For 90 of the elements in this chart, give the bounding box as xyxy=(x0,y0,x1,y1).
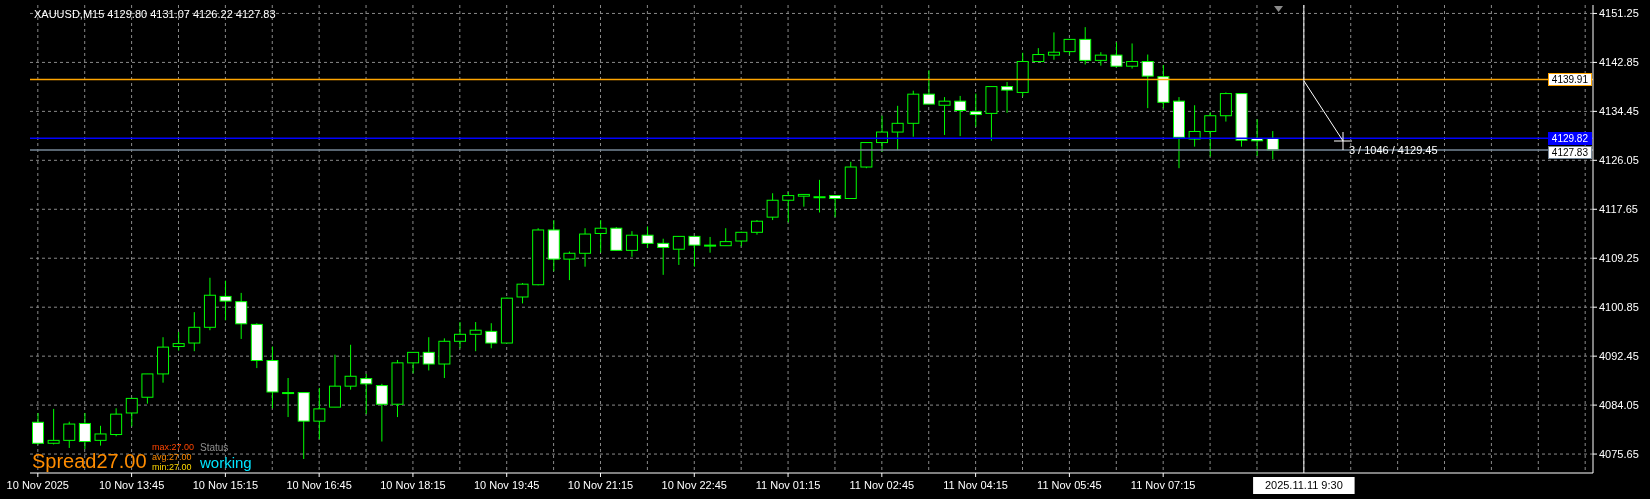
candlestick xyxy=(813,179,826,213)
y-tick-label: 4109.25 xyxy=(1599,252,1639,265)
candlestick xyxy=(672,235,685,266)
x-tick-label: 11 Nov 02:45 xyxy=(849,479,915,491)
candlestick xyxy=(1001,81,1014,114)
candlestick xyxy=(1110,41,1123,68)
candlestick xyxy=(516,282,529,304)
candlestick xyxy=(1126,42,1139,70)
candlestick xyxy=(829,195,842,218)
x-tick-label: 11 Nov 04:15 xyxy=(943,479,1008,491)
candlestick xyxy=(1141,54,1154,109)
candlestick xyxy=(579,227,592,268)
ref-line-label: 4127.83 xyxy=(1547,145,1592,159)
candlestick xyxy=(938,96,951,136)
annotation: 3 / 1046 / 4129.45 xyxy=(1348,143,1438,157)
candlestick xyxy=(469,321,482,352)
candlestick xyxy=(235,292,248,340)
candlestick xyxy=(782,191,795,223)
y-tick-label: 4100.85 xyxy=(1599,301,1639,314)
annotation: Status xyxy=(200,442,229,454)
candlestick xyxy=(47,408,60,445)
candlestick xyxy=(891,105,904,151)
candlestick xyxy=(954,95,967,137)
candlestick xyxy=(1079,26,1092,65)
candlestick xyxy=(1219,91,1232,123)
candlestick xyxy=(110,407,123,437)
ref-line-label: 4139.91 xyxy=(1547,73,1592,87)
candlestick xyxy=(454,321,467,349)
candlestick xyxy=(141,373,154,405)
candlestick xyxy=(282,377,295,418)
candlestick xyxy=(641,225,654,249)
x-tick-label: 11 Nov 07:15 xyxy=(1130,479,1196,491)
y-tick-label: 4142.85 xyxy=(1599,56,1639,69)
x-tick-label: 10 Nov 19:45 xyxy=(474,479,540,491)
x-tick-label: 11 Nov 05:45 xyxy=(1037,479,1102,491)
y-tick-label: 4151.25 xyxy=(1599,7,1639,20)
candlestick xyxy=(1204,111,1217,158)
candlestick xyxy=(94,425,107,447)
y-tick-label: 4134.45 xyxy=(1599,105,1639,118)
candlestick xyxy=(407,351,420,374)
candlestick xyxy=(188,311,201,352)
x-tick-label: 10 Nov 22:45 xyxy=(661,479,727,491)
candlestick xyxy=(766,192,779,221)
annotation: avg:27.00 xyxy=(152,452,192,462)
candlestick xyxy=(657,238,670,276)
candlestick xyxy=(876,115,889,153)
candlestick xyxy=(328,354,341,408)
candlestick xyxy=(219,280,232,321)
candlestick xyxy=(688,235,701,268)
chart-title: XAUUSD,M15 4129.80 4131.07 4126.22 4127.83 xyxy=(34,8,276,21)
candlestick xyxy=(63,421,76,449)
candlestick xyxy=(1188,104,1201,148)
annotation: max:27.00 xyxy=(152,442,195,452)
candlestick xyxy=(344,344,357,391)
x-tick-label: 11 Nov 01:15 xyxy=(755,479,821,491)
annotation: working xyxy=(200,454,252,471)
candlestick xyxy=(485,322,498,349)
candlestick xyxy=(313,387,326,440)
candlestick xyxy=(32,412,44,445)
candlestick xyxy=(922,69,935,105)
y-tick-label: 4075.65 xyxy=(1599,447,1639,460)
y-tick-label: 4084.05 xyxy=(1599,399,1639,412)
annotation: min:27.00 xyxy=(152,462,192,472)
candlestick xyxy=(172,331,185,352)
candlestick xyxy=(594,219,607,254)
x-tick-label: 10 Nov 16:45 xyxy=(286,479,352,491)
y-tick-label: 4092.45 xyxy=(1599,350,1639,363)
candlestick xyxy=(969,93,982,128)
candlestick xyxy=(1047,31,1060,61)
candlestick xyxy=(125,397,138,427)
candlestick xyxy=(797,193,810,208)
candlestick xyxy=(422,336,435,371)
candlestick xyxy=(78,412,91,450)
candlestick xyxy=(563,251,576,281)
x-tick-label: 10 Nov 13:45 xyxy=(98,479,165,491)
annotation: Spread27.00 xyxy=(32,450,147,472)
x-tick-label: 10 Nov 21:15 xyxy=(567,479,634,491)
candlestick xyxy=(610,226,623,251)
x-tick-label: 10 Nov 15:15 xyxy=(192,479,259,491)
x-tick-label: 10 Nov 2025 xyxy=(6,479,70,491)
x-tick-label: 10 Nov 18:15 xyxy=(380,479,446,491)
ref-line-label: 4129.82 xyxy=(1547,131,1592,145)
candlestick xyxy=(625,230,638,258)
candlestick xyxy=(375,383,388,443)
y-tick-label: 4126.05 xyxy=(1599,154,1639,167)
y-tick-label: 4117.65 xyxy=(1599,203,1638,216)
candlestick xyxy=(360,373,373,415)
candlestick xyxy=(438,337,451,379)
candlestick xyxy=(704,236,717,254)
x-tick-label: 2025.11.11 9:30 xyxy=(1264,479,1343,491)
